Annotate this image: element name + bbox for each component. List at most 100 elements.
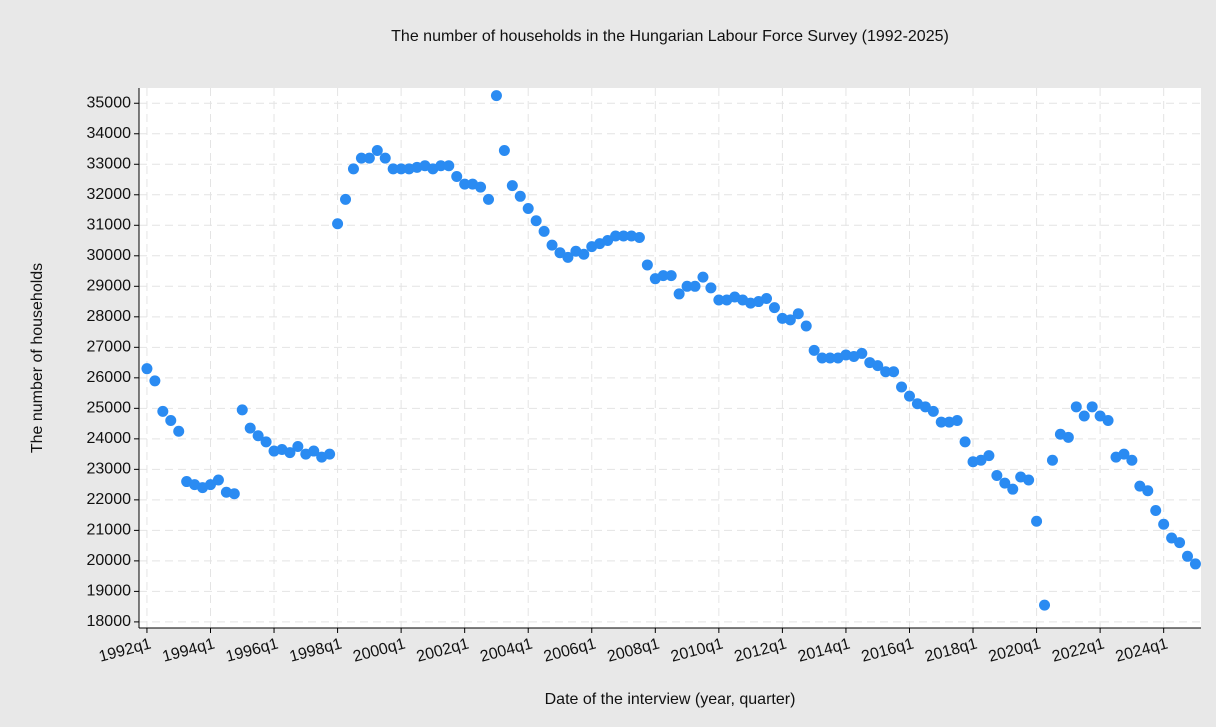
point: [459, 178, 471, 190]
point: [808, 344, 820, 356]
point: [435, 160, 447, 172]
point: [824, 352, 836, 364]
point: [1046, 454, 1058, 466]
point: [506, 180, 518, 192]
y-tick-label: 25000: [87, 400, 132, 417]
point: [244, 422, 256, 434]
point: [1102, 415, 1114, 427]
y-tick-label: 28000: [87, 308, 132, 325]
point: [602, 235, 614, 247]
point: [888, 366, 900, 378]
point: [951, 415, 963, 427]
y-tick-label: 29000: [87, 278, 132, 295]
point: [618, 230, 630, 242]
point: [689, 280, 701, 292]
point: [919, 401, 931, 413]
point: [657, 270, 669, 282]
y-tick-label: 35000: [87, 94, 132, 111]
point: [1078, 410, 1090, 422]
y-tick-label: 31000: [87, 217, 132, 234]
point: [475, 181, 487, 193]
point: [1126, 454, 1138, 466]
point: [363, 152, 375, 164]
point: [610, 230, 622, 242]
y-tick-label: 18000: [87, 613, 132, 630]
y-tick-label: 21000: [87, 522, 132, 539]
point: [324, 448, 336, 460]
point: [173, 425, 185, 437]
point: [872, 360, 884, 372]
point: [768, 302, 780, 314]
point: [927, 405, 939, 417]
point: [713, 294, 725, 306]
point: [1086, 401, 1098, 413]
point: [514, 190, 526, 202]
point: [212, 474, 224, 486]
y-tick-label: 22000: [87, 491, 132, 508]
point: [1023, 474, 1035, 486]
point: [999, 477, 1011, 489]
point: [975, 454, 987, 466]
point: [228, 488, 240, 500]
x-axis-label: Date of the interview (year, quarter): [545, 691, 796, 708]
point: [1031, 515, 1043, 527]
point: [379, 152, 391, 164]
y-tick-label: 20000: [87, 552, 132, 569]
point: [530, 215, 542, 227]
point: [204, 479, 216, 491]
point: [784, 314, 796, 326]
point: [792, 308, 804, 320]
point: [1181, 550, 1193, 562]
point: [347, 163, 359, 175]
y-tick-label: 33000: [87, 155, 132, 172]
point: [252, 430, 264, 442]
point: [355, 152, 367, 164]
point: [141, 363, 153, 375]
point: [1142, 485, 1154, 497]
point: [1094, 410, 1106, 422]
chart-title: The number of households in the Hungaria…: [391, 28, 949, 45]
point: [149, 375, 161, 387]
y-tick-label: 32000: [87, 186, 132, 203]
point: [157, 405, 169, 417]
point: [522, 203, 534, 215]
point: [705, 282, 717, 294]
point: [260, 436, 272, 448]
point: [1158, 518, 1170, 530]
point: [292, 440, 304, 452]
point: [673, 288, 685, 300]
point: [340, 193, 352, 205]
y-tick-label: 30000: [87, 247, 132, 264]
point: [880, 366, 892, 378]
point: [641, 259, 653, 271]
y-tick-label: 24000: [87, 430, 132, 447]
point: [856, 347, 868, 359]
point: [935, 416, 947, 428]
point: [1174, 537, 1186, 549]
y-axis-label: The number of households: [29, 263, 46, 453]
y-tick-label: 34000: [87, 125, 132, 142]
point: [482, 193, 494, 205]
point: [443, 160, 455, 172]
point: [387, 163, 399, 175]
point: [1070, 401, 1082, 413]
y-tick-label: 26000: [87, 369, 132, 386]
point: [562, 251, 574, 263]
point: [284, 447, 296, 459]
point: [546, 239, 558, 251]
point: [896, 381, 908, 393]
point: [816, 352, 828, 364]
point: [578, 248, 590, 260]
y-tick-label: 23000: [87, 461, 132, 478]
point: [991, 469, 1003, 481]
point: [498, 145, 510, 157]
point: [959, 436, 971, 448]
point: [332, 218, 344, 230]
point: [1118, 448, 1130, 460]
point: [665, 270, 677, 282]
point: [800, 320, 812, 332]
point: [903, 390, 915, 402]
point: [1039, 599, 1051, 611]
point: [308, 445, 320, 457]
